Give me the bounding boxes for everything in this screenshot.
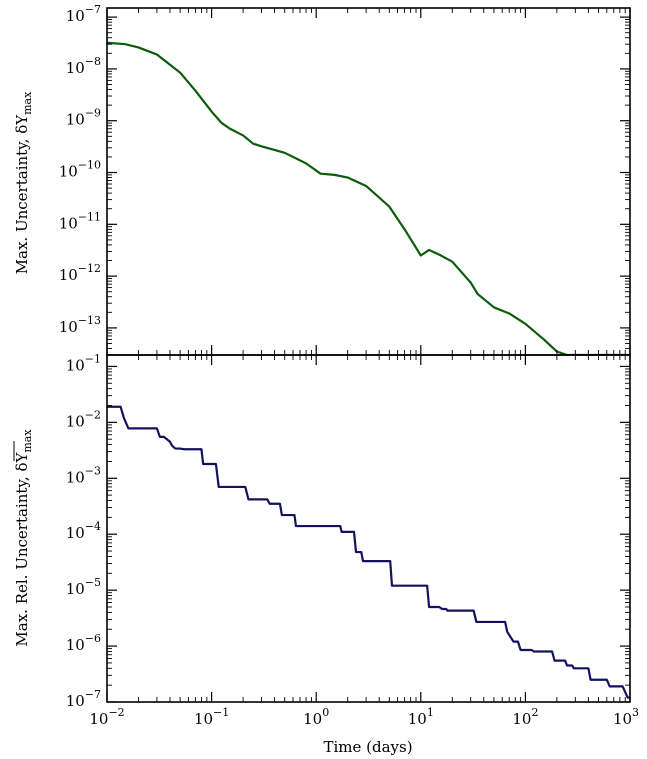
y-tick-label: 10−3	[66, 464, 101, 486]
y-tick-label: 10−11	[59, 210, 101, 232]
x-axis-label: Time (days)	[323, 738, 412, 756]
y-tick-label: 10−6	[66, 632, 101, 654]
y-tick-label: 10−12	[59, 262, 101, 284]
y-tick-label: 10−2	[66, 408, 101, 430]
y-tick-label: 10−5	[66, 576, 101, 598]
bottom-series-line-0	[107, 405, 630, 699]
x-tick-label: 10−2	[89, 706, 124, 728]
x-tick-label: 102	[512, 706, 538, 728]
y-tick-label: 10−4	[66, 520, 101, 542]
x-tick-label: 10−1	[194, 706, 229, 728]
bottom-y-axis-label: Max. Rel. Uncertainty, δYmax	[13, 429, 34, 647]
x-tick-label: 103	[613, 706, 639, 728]
top-series-line-0	[107, 41, 630, 355]
y-tick-label: 10−8	[66, 55, 101, 77]
y-tick-label: 10−13	[59, 314, 101, 336]
bottom-plot-frame	[106, 354, 631, 703]
top-y-axis-label: Max. Uncertainty, δYmax	[13, 91, 34, 274]
y-tick-label: 10−1	[66, 352, 101, 374]
y-tick-label: 10−10	[59, 159, 101, 181]
y-tick-label: 10−7	[66, 688, 101, 710]
y-tick-label: 10−9	[66, 107, 101, 129]
x-tick-label: 101	[408, 706, 434, 728]
x-tick-label: 100	[303, 706, 329, 728]
y-tick-label: 10−7	[66, 3, 101, 25]
bottom-panel: 10−110−210−310−410−510−610−710−2 10−1 100 1…	[66, 352, 639, 728]
top-panel: 10−7 10−8 10−9 10−10 10−11 10−12 10−13	[59, 3, 631, 356]
top-plot-frame	[106, 7, 631, 356]
